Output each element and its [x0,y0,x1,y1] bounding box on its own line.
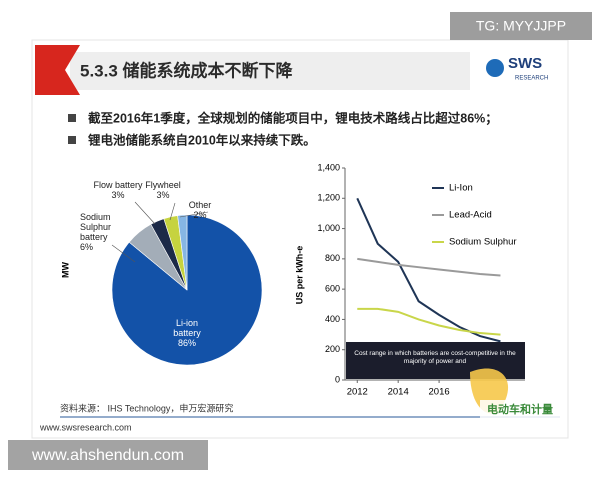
y-tick-label: 0 [335,374,340,384]
pie-slice [177,214,188,291]
series-line [356,197,501,343]
x-tick-label: 2012 [347,387,368,398]
slice-name: Li-ion battery [173,318,201,338]
slice-label: Li-ion battery 86% [162,318,212,348]
slice-name: Flywheel [145,180,181,190]
watermark-text: www.ahshendun.com [31,447,184,464]
y-axis-label: US per kWh-e [294,246,304,305]
header-band [70,52,470,90]
y-tick-label: 200 [325,344,340,354]
slice-value: 6% [80,242,94,252]
leader-line [111,244,136,263]
series-line [357,257,501,277]
leader-line [169,202,176,221]
overlay-badge [480,400,560,430]
url: www.swsresearch.com [39,422,132,432]
source: 资料来源： IHS Technology，申万宏源研究 [60,402,233,413]
y-tick-label: 1,000 [317,223,340,233]
slice-name: Flow battery [93,180,143,190]
overlay-logo: 电动车和计量 [487,402,553,416]
legend-label: Sodium Sulphur [449,237,517,248]
slice-value: 2% [193,210,207,220]
logo-name: SWS [508,55,542,72]
bullet-text: 锂电池储能系统自2010年以来持续下跌。 [88,132,316,147]
y-tick-label: 1,200 [317,193,340,203]
slice-name: Sodium Sulphur battery [80,212,112,242]
x-tick-label: 2014 [388,387,409,398]
y-tick-label: 400 [325,314,340,324]
header-accent [35,45,80,95]
bullet-marker [68,136,76,144]
legend-label: Li-Ion [449,183,473,194]
slice-name: Other [188,200,212,210]
y-tick-label: 800 [325,253,340,263]
logo-sub: RESEARCH [515,76,548,82]
watermark-box [450,12,592,40]
header-title: 5.3.3 储能系统成本不断下降 [80,60,294,80]
slice-label: Flow battery 3% [93,180,143,200]
logo-icon [486,59,504,77]
y-tick-label: 600 [325,284,340,294]
watermark-box [8,440,208,470]
y-tick-label: 1,400 [317,162,340,172]
y-axis-label: MW [60,262,70,278]
slice-value: 3% [111,190,125,200]
slice-label: Sodium Sulphur battery 6% [80,212,130,252]
annotation: Cost range in which batteries are cost-c… [354,350,516,365]
x-tick-label: 2016 [429,387,450,398]
bullet-text: 截至2016年1季度，全球规划的储能项目中，锂电技术路线占比超过86%； [88,110,498,125]
watermark-text: TG: MYYJJPP [476,18,566,34]
slice-value: 3% [156,190,170,200]
slice-value: 86% [177,338,196,348]
series-line [357,307,501,336]
leader-line [134,201,156,225]
leader-line [179,211,209,218]
legend-label: Lead-Acid [449,210,492,221]
slice-label: Other 2% [175,200,225,220]
bullet-marker [68,114,76,122]
slice-label: Flywheel 3% [138,180,188,200]
